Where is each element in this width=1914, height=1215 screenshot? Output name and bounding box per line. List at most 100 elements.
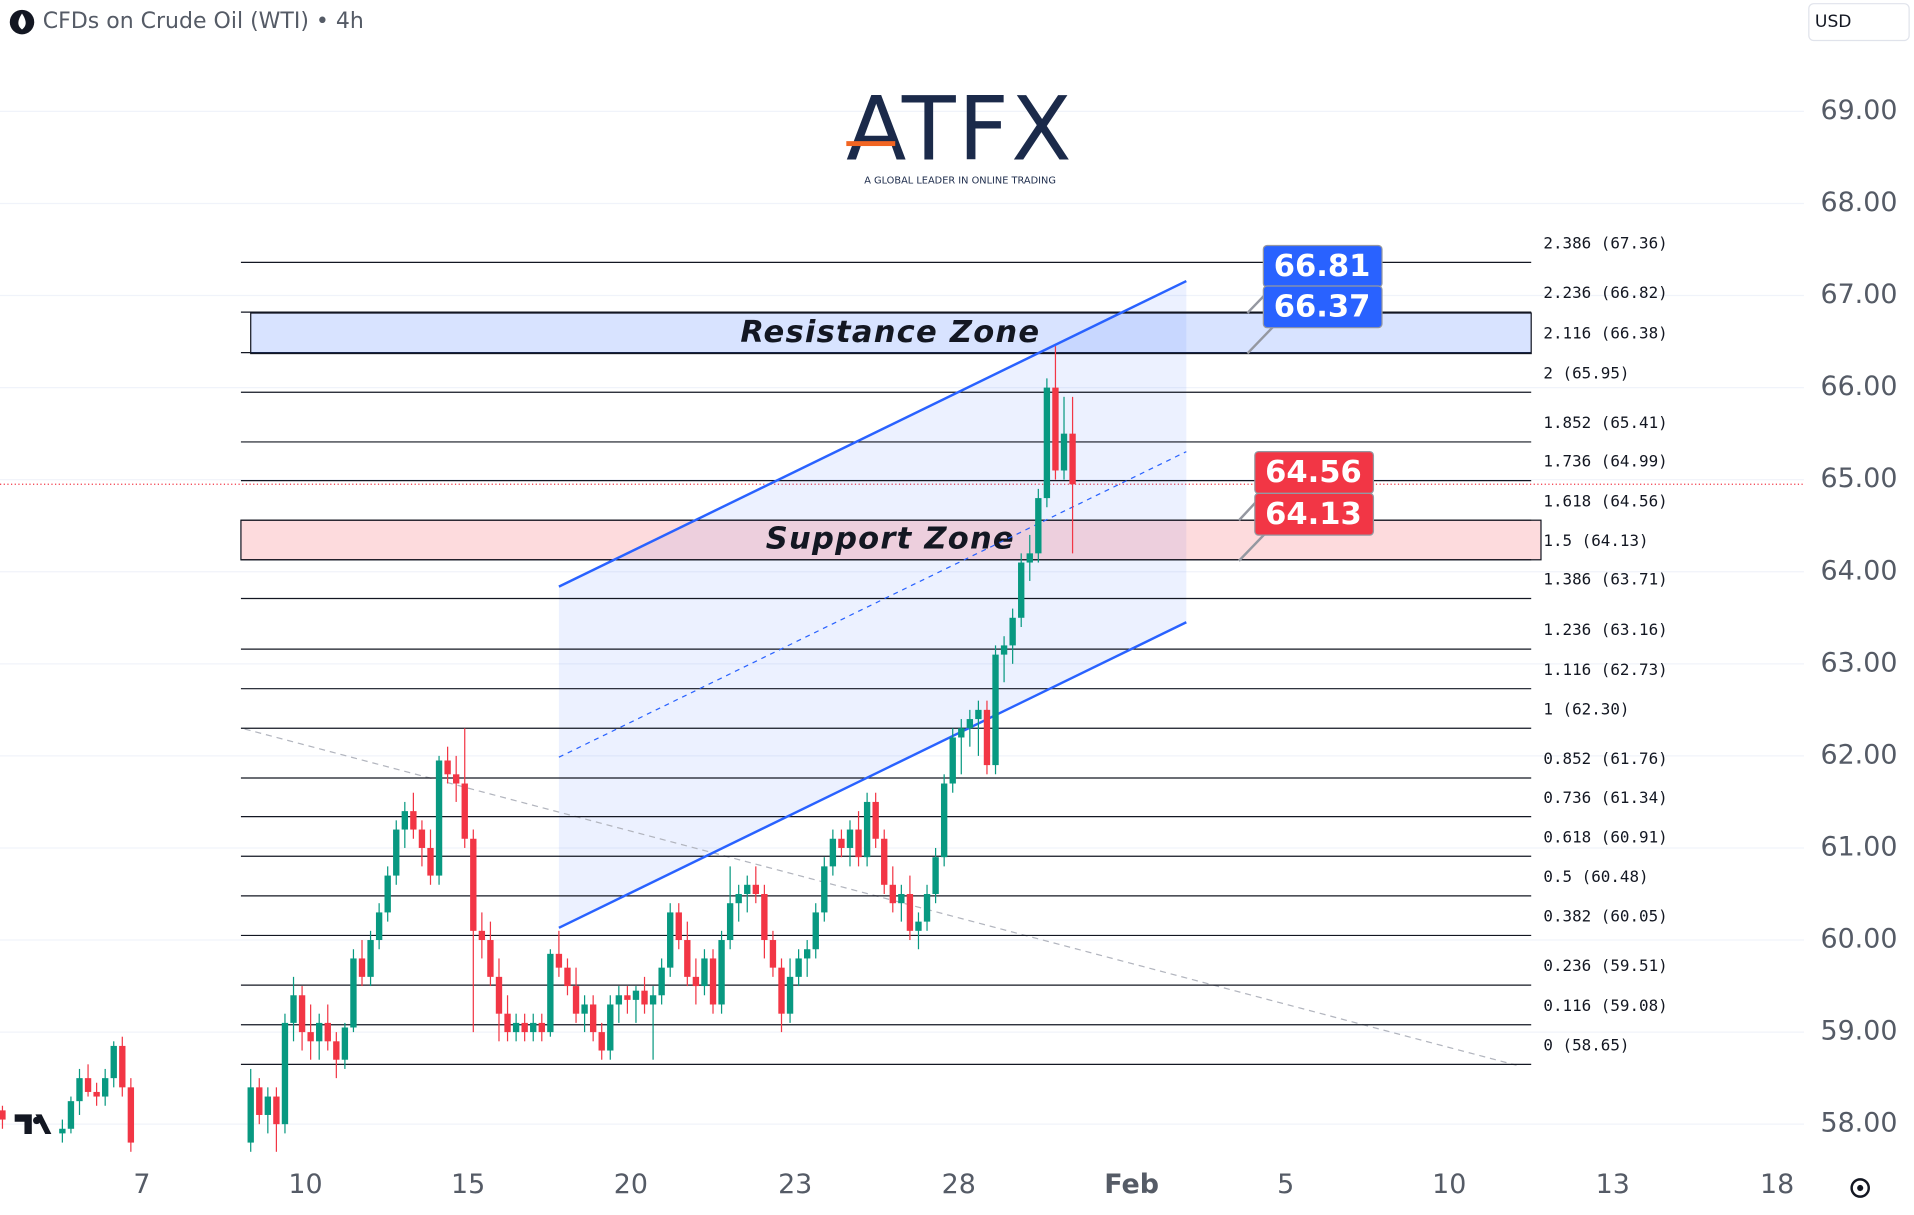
candle-body — [564, 967, 571, 987]
candle-body — [975, 709, 982, 720]
candle-body — [881, 838, 888, 885]
price-badge-label: 64.13 — [1265, 497, 1362, 532]
candle-body — [76, 1078, 83, 1102]
candle-body — [324, 1022, 331, 1042]
price-badge — [1254, 492, 1375, 536]
candle-body — [726, 903, 734, 941]
candle-body — [547, 953, 554, 1033]
down-trendline — [244, 728, 1517, 1066]
settings-icon[interactable] — [1850, 1178, 1870, 1198]
fib-label: 2.236 (66.82) — [1543, 283, 1667, 302]
candle-body — [581, 1004, 588, 1014]
candle-body — [333, 1041, 340, 1060]
candle-body — [607, 1004, 614, 1051]
candle-body — [769, 940, 777, 968]
candle-body — [641, 990, 648, 1005]
fib-label: 0.852 (61.76) — [1543, 749, 1667, 768]
logo-accent — [846, 141, 896, 147]
fib-label: 2 (65.95) — [1543, 363, 1629, 382]
candle-body — [555, 953, 563, 968]
candle-body — [478, 930, 486, 941]
candle-body — [367, 940, 374, 977]
candle-body — [632, 990, 640, 1000]
y-tick-label: 60.00 — [1820, 924, 1897, 955]
candle-body — [307, 1032, 314, 1042]
candle-body — [410, 811, 417, 830]
x-tick-label: 10 — [288, 1169, 322, 1200]
candle-body — [264, 1096, 272, 1115]
candle-body — [1018, 562, 1025, 618]
candle-body — [67, 1101, 75, 1129]
candle-body — [538, 1022, 545, 1033]
candle-body — [512, 1022, 520, 1033]
candle-body — [1060, 433, 1068, 471]
candle-body — [290, 995, 297, 1023]
candle-body — [119, 1045, 126, 1088]
candle-body — [598, 1032, 605, 1051]
candle-body — [1069, 433, 1076, 485]
symbol-title: CFDs on Crude Oil (WTI) • 4h — [43, 9, 364, 34]
candles — [0, 346, 1076, 1152]
candle-body — [795, 958, 802, 977]
candle-body — [915, 921, 922, 931]
candle-body — [453, 774, 460, 784]
candle-body — [358, 958, 366, 977]
price-badge-label: 66.37 — [1274, 290, 1371, 325]
currency[interactable]: USD — [1815, 12, 1852, 32]
logo-name: ATFX — [846, 77, 1074, 180]
candle-body — [393, 829, 400, 876]
candle-body — [855, 829, 862, 858]
x-tick-label: 23 — [778, 1169, 812, 1200]
candle-body — [949, 737, 956, 784]
candle-body — [418, 829, 426, 848]
candle-body — [752, 884, 759, 894]
fib-label: 0.116 (59.08) — [1543, 996, 1667, 1015]
fib-label: 0.5 (60.48) — [1543, 867, 1648, 886]
candle-body — [504, 1013, 511, 1033]
fib-label: 1.386 (63.71) — [1543, 570, 1667, 589]
candle-body — [898, 893, 905, 904]
candle-body — [247, 1087, 254, 1143]
currency-box[interactable] — [1808, 3, 1910, 42]
candle-body — [256, 1087, 263, 1115]
candle-body — [863, 801, 871, 858]
y-tick-label: 68.00 — [1820, 187, 1897, 218]
candle-body — [846, 829, 854, 848]
candle-body — [992, 654, 999, 766]
channel-lower — [558, 621, 1187, 929]
candle-body — [812, 912, 819, 950]
y-tick-label: 63.00 — [1820, 647, 1897, 678]
candle-body — [93, 1091, 100, 1097]
x-tick-label: 20 — [614, 1169, 648, 1200]
candle-body — [675, 912, 682, 941]
candle-body — [940, 783, 948, 858]
candle-body — [572, 986, 580, 1014]
y-tick-label: 61.00 — [1820, 831, 1897, 862]
candle-body — [1026, 553, 1033, 563]
candle-body — [958, 728, 965, 738]
candle-body — [983, 709, 991, 766]
candle-body — [435, 760, 443, 876]
settings-icon-center[interactable] — [1857, 1184, 1864, 1192]
candle-body — [821, 866, 828, 913]
candle-body — [932, 857, 939, 894]
y-tick-label: 64.00 — [1820, 555, 1897, 586]
candle-body — [487, 940, 494, 977]
channel-upper — [558, 279, 1187, 588]
price-badge-label: 66.81 — [1274, 249, 1371, 284]
x-tick-label: 15 — [451, 1169, 485, 1200]
fib-label: 1.236 (63.16) — [1543, 620, 1667, 639]
candle-body — [298, 995, 306, 1033]
candle-body — [786, 976, 794, 1014]
candle-body — [427, 847, 434, 876]
candle-body — [624, 995, 631, 1000]
y-tick-label: 69.00 — [1820, 95, 1897, 126]
candle-body — [444, 760, 451, 775]
candle-body — [101, 1078, 109, 1097]
candle-body — [829, 838, 837, 867]
fib-label: 0.382 (60.05) — [1543, 907, 1667, 926]
candle-body — [615, 995, 623, 1005]
fib-label: 1.736 (64.99) — [1543, 452, 1667, 471]
fib-label: 1.618 (64.56) — [1543, 491, 1667, 510]
